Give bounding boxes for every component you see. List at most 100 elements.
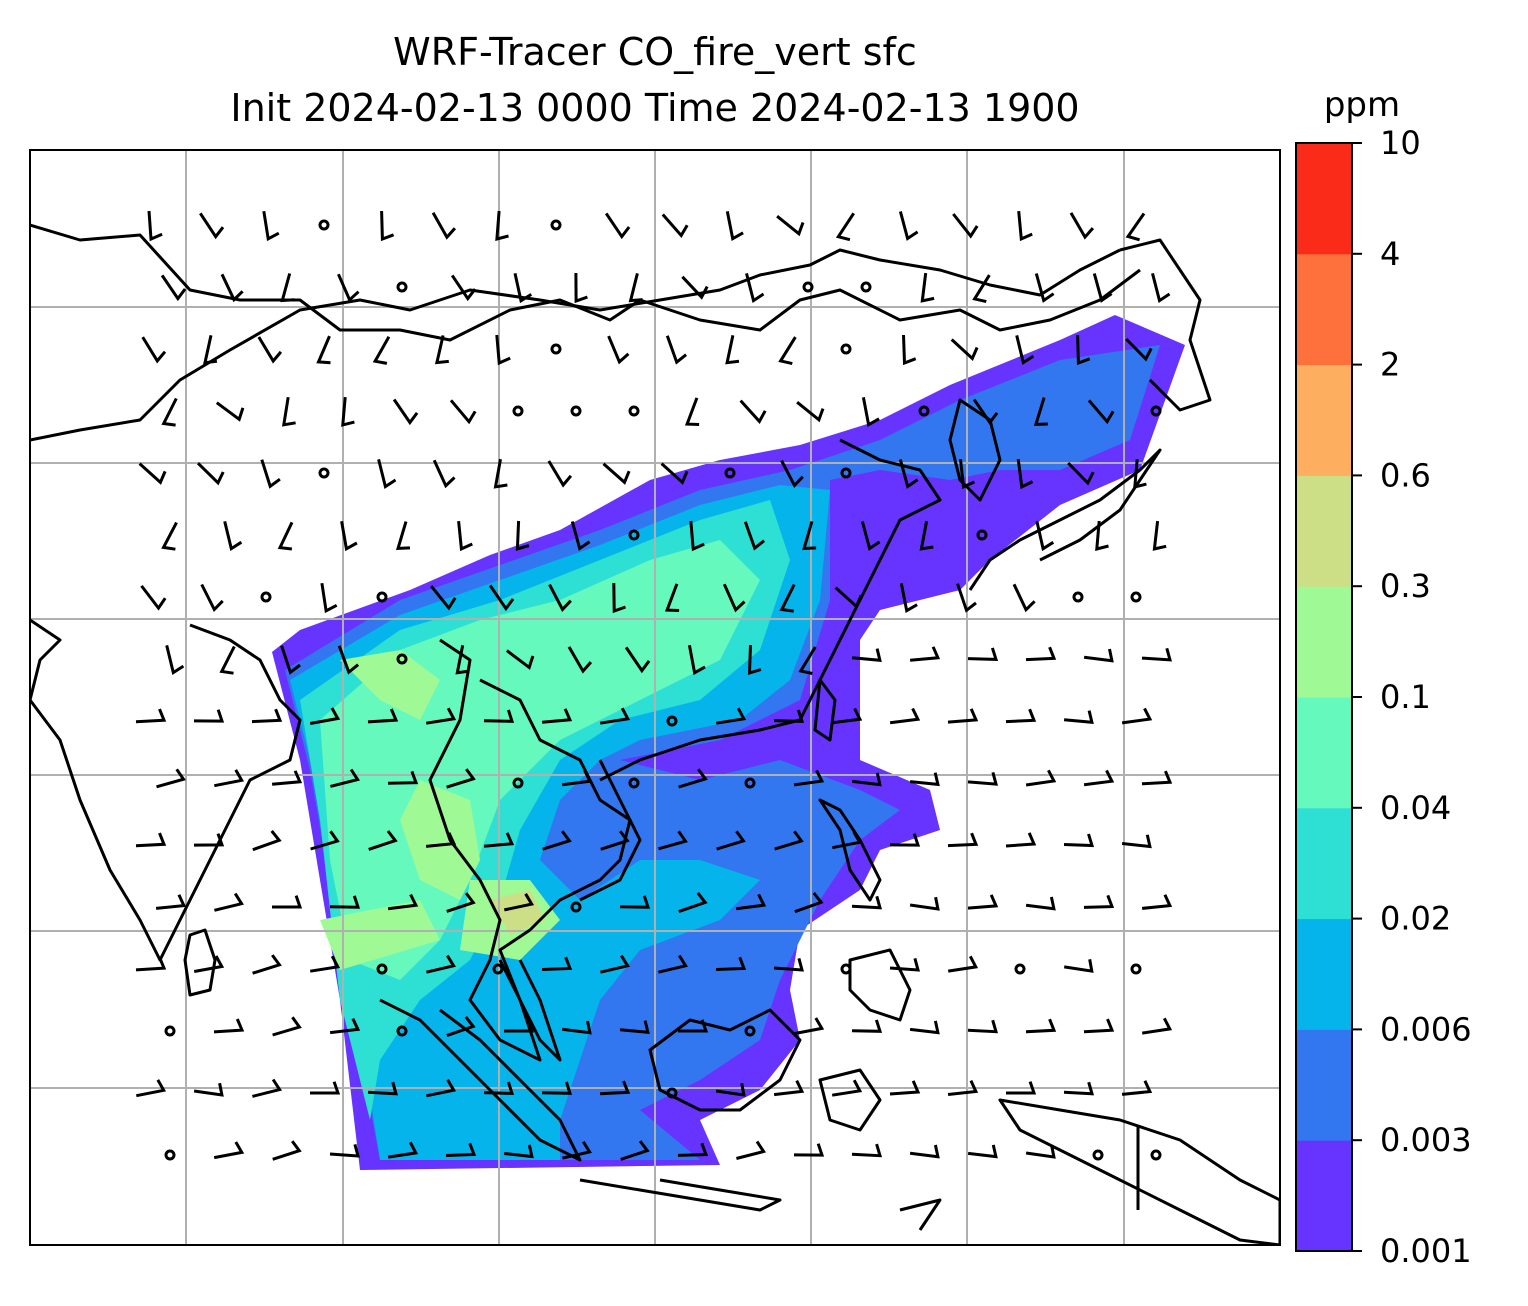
- calm-wind-circle: [918, 405, 930, 417]
- wind-barb: [677, 1142, 709, 1157]
- wind-barb: [277, 521, 294, 551]
- wind-barb: [367, 1081, 399, 1096]
- wind-barb: [743, 521, 766, 551]
- wind-barb: [967, 772, 998, 786]
- wind-barb: [1141, 1017, 1173, 1035]
- wind-barb: [430, 585, 457, 611]
- wind-barb: [310, 830, 340, 851]
- wind-barb: [773, 709, 805, 723]
- wind-barb: [503, 1144, 534, 1159]
- wind-barb: [1133, 458, 1147, 489]
- calm-wind-circle: [550, 219, 562, 231]
- wind-barb: [1083, 894, 1115, 909]
- wind-barb: [600, 830, 630, 851]
- wind-barb: [455, 645, 470, 675]
- colorbar-segment: [1296, 918, 1352, 1030]
- calm-wind-circle: [492, 963, 504, 975]
- wind-barb: [193, 955, 225, 973]
- wind-barb: [1063, 710, 1094, 724]
- colorbar-segment: [1296, 1029, 1352, 1141]
- calm-wind-circle: [550, 343, 562, 355]
- wind-barb: [570, 521, 591, 551]
- wind-barb: [1015, 335, 1035, 366]
- wind-barb: [165, 645, 185, 676]
- wind-barb: [272, 1140, 302, 1161]
- calm-wind-circle: [260, 591, 272, 603]
- wind-barb: [1033, 397, 1048, 426]
- wind-barb: [947, 1079, 979, 1096]
- wind-barb: [658, 830, 688, 851]
- wind-barb: [665, 335, 688, 365]
- calm-wind-circle: [512, 777, 524, 789]
- wind-barb: [1152, 520, 1167, 551]
- wind-barb: [562, 1140, 592, 1160]
- wind-barb: [1069, 212, 1095, 240]
- colorbar-tick-label: 0.6: [1380, 456, 1431, 494]
- calm-wind-circle: [840, 343, 852, 355]
- calm-wind-circle: [666, 1087, 678, 1099]
- wind-barb: [689, 520, 705, 552]
- wind-barb: [1141, 894, 1173, 910]
- wind-barb: [541, 708, 573, 724]
- wind-barb: [341, 396, 355, 427]
- wind-barb: [715, 707, 747, 725]
- colorbar-segment: [1296, 253, 1352, 366]
- wind-barb: [387, 893, 419, 911]
- wind-barb: [952, 213, 979, 239]
- china-border-upper: [30, 223, 1141, 342]
- wind-barb: [260, 459, 281, 489]
- calm-wind-circle: [1072, 591, 1084, 603]
- wind-barb: [725, 334, 740, 365]
- wind-barb: [387, 770, 419, 785]
- wind-barb: [445, 1142, 477, 1157]
- tracer-band-0-1: [340, 650, 440, 720]
- wind-barb: [1067, 461, 1095, 486]
- wind-barb: [834, 586, 863, 609]
- wind-barb: [495, 334, 511, 366]
- wind-barb: [271, 770, 303, 786]
- calm-wind-circle: [1130, 591, 1142, 603]
- new-guinea: [998, 1098, 1280, 1245]
- wind-barb: [773, 1079, 805, 1097]
- wind-barb: [272, 1016, 302, 1037]
- wind-barb: [135, 708, 167, 724]
- calm-wind-circle: [396, 1025, 408, 1037]
- calm-wind-circle: [802, 281, 814, 293]
- wind-barb: [967, 1019, 999, 1034]
- wind-barb: [135, 956, 167, 972]
- colorbar-segment: [1296, 364, 1352, 476]
- wind-barb: [684, 397, 700, 426]
- calm-wind-circle: [396, 653, 408, 665]
- wind-barb: [1005, 832, 1037, 848]
- wind-barb: [851, 648, 882, 662]
- wind-barb: [851, 772, 882, 787]
- calm-wind-circle: [628, 529, 640, 541]
- wind-barb: [959, 458, 976, 490]
- wind-barb: [193, 1082, 224, 1097]
- wind-barb: [889, 833, 921, 847]
- wind-barb: [251, 708, 283, 724]
- colorbar-tick-label: 0.006: [1380, 1010, 1472, 1048]
- wind-barb: [1092, 273, 1113, 303]
- calm-wind-circle: [164, 1149, 176, 1161]
- wind-barb: [972, 274, 991, 304]
- wind-barb: [776, 215, 805, 237]
- wind-barb: [909, 1020, 940, 1035]
- wind-barb: [736, 1140, 767, 1160]
- wind-barb: [310, 1081, 341, 1095]
- wind-barb: [619, 895, 651, 909]
- wind-barb: [483, 832, 515, 848]
- wind-barb: [950, 338, 979, 362]
- wind-barb: [193, 833, 225, 847]
- colorbar-tick-label: 0.001: [1380, 1232, 1472, 1270]
- korea-coast: [1119, 238, 1212, 412]
- calm-wind-circle: [744, 777, 756, 789]
- wind-barb: [664, 583, 680, 612]
- wind-barb: [513, 272, 533, 304]
- wind-barb: [541, 956, 573, 971]
- wind-barb: [340, 520, 358, 552]
- taiwan: [813, 678, 837, 742]
- wind-barb: [136, 1079, 167, 1098]
- wind-barb: [483, 709, 515, 723]
- wind-barb: [196, 462, 225, 486]
